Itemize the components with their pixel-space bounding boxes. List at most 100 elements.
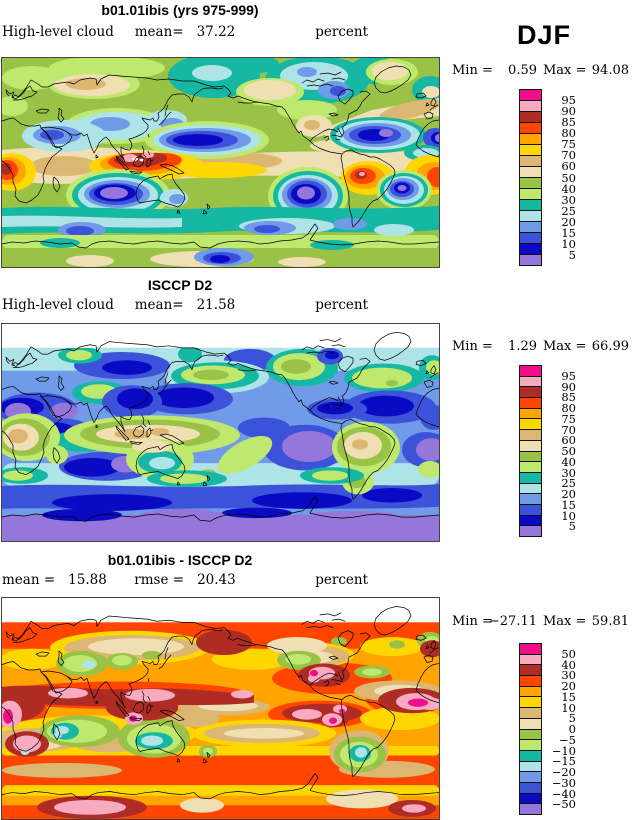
colorbar-swatch — [520, 451, 541, 463]
colorbar-level-label: 5 — [568, 711, 576, 726]
colorbar-swatches — [519, 643, 542, 815]
colorbar-swatch — [520, 178, 541, 189]
colorbar-swatch — [520, 772, 541, 783]
colorbar-level-label: 30 — [561, 465, 576, 480]
mean-value: 37.22 — [196, 24, 236, 40]
colorbar-level-label: 0 — [568, 722, 576, 736]
colorbar-swatch — [520, 718, 541, 730]
colorbar-swatch — [520, 255, 541, 265]
colorbar-swatch — [520, 440, 541, 452]
colorbar-swatch — [520, 189, 541, 200]
colorbar-level-label: −50 — [551, 797, 576, 812]
colorbar-level-label: 20 — [561, 214, 576, 229]
colorbar-level-label: 80 — [561, 401, 576, 415]
colorbar-level-label: 95 — [561, 93, 576, 108]
colorbar-level-label: 30 — [561, 192, 576, 207]
mean-label: mean= — [134, 297, 184, 313]
colorbar-swatch — [520, 233, 541, 244]
colorbar-swatch — [520, 462, 541, 473]
colorbar-swatch — [520, 145, 541, 156]
colorbar-swatch — [520, 804, 541, 814]
max-value: 66.99 — [591, 339, 629, 354]
colorbar-swatch — [520, 782, 541, 794]
colorbar-swatch — [520, 200, 541, 211]
colorbar-swatch — [520, 686, 541, 698]
min-value: 0.59 — [508, 63, 537, 78]
model-header-row: High-level cloud mean= 37.22 percent — [0, 24, 440, 41]
colorbar-level-label: 5 — [568, 247, 576, 262]
colorbar-swatches — [519, 365, 542, 537]
colorbar-level-label: 70 — [561, 148, 576, 163]
colorbar-level-label: −30 — [551, 775, 576, 790]
colorbar-swatch — [520, 665, 541, 677]
diff-minmax: Min = −27.11 Max = 59.81 — [452, 614, 633, 629]
diff-header-row: mean = 15.88 rmse = 20.43 percent — [0, 572, 440, 589]
colorbar-level-label: 85 — [561, 390, 576, 405]
colorbar-swatch — [520, 644, 541, 655]
colorbar-level-label: 60 — [561, 433, 576, 448]
obs-title: ISCCP D2 — [147, 277, 213, 293]
obs-contour-field — [2, 324, 439, 541]
diff-title: b01.01ibis - ISCCP D2 — [107, 552, 253, 568]
diff-map — [1, 597, 440, 820]
colorbar-swatch — [520, 211, 541, 222]
colorbar-swatch — [520, 472, 541, 484]
colorbar-level-label: 20 — [561, 679, 576, 693]
obs-minmax: Min = 1.29 Max = 66.99 — [452, 339, 633, 354]
colorbar-swatch — [520, 494, 541, 505]
min-label: Min = — [452, 63, 493, 78]
colorbar-swatch — [520, 654, 541, 666]
colorbar-swatch — [520, 515, 541, 527]
colorbar-level-label: 25 — [561, 203, 576, 218]
colorbar-swatch — [520, 697, 541, 709]
colorbar-level-label: 20 — [561, 487, 576, 501]
colorbar-level-label: 30 — [561, 668, 576, 683]
diff-contour-field — [2, 598, 439, 819]
colorbar-level-label: −5 — [559, 732, 576, 747]
colorbar-level-label: 85 — [561, 115, 576, 130]
min-label: Min = — [452, 614, 493, 629]
colorbar-level-label: 80 — [561, 126, 576, 141]
colorbar-labels: 95 90 85 80 75 70 60 50 40 30 25 20 15 10 5 — [544, 365, 576, 537]
max-value: 59.81 — [591, 614, 629, 629]
colorbar-level-label: 50 — [561, 646, 576, 661]
max-value: 94.08 — [591, 63, 629, 78]
colorbar-swatch — [520, 676, 541, 687]
colorbar-swatch — [520, 222, 541, 233]
colorbar-level-label: 75 — [561, 137, 576, 152]
colorbar-swatch — [520, 244, 541, 255]
units-label: percent — [315, 572, 368, 588]
colorbar-swatch — [520, 526, 541, 536]
model-map — [1, 57, 440, 268]
colorbar-level-label: 25 — [561, 476, 576, 491]
colorbar-swatch — [520, 90, 541, 101]
colorbar-swatch — [520, 483, 541, 495]
colorbar-level-label: 15 — [561, 225, 576, 240]
colorbar-swatch — [520, 504, 541, 516]
colorbar-labels: 50 40 30 20 15 10 5 0 −5 −10 −15 −20 −30 −40 −50 — [544, 643, 576, 815]
colorbar-level-label: −20 — [551, 765, 576, 779]
colorbar-swatch — [520, 101, 541, 112]
colorbar-level-label: 90 — [561, 104, 576, 119]
mean-stat: mean= 37.22 — [60, 24, 310, 40]
colorbar-level-label: 60 — [561, 159, 576, 174]
colorbar-swatch — [520, 123, 541, 134]
max-label: Max = — [543, 339, 587, 354]
season-label: DJF — [517, 20, 572, 50]
colorbar-swatch — [520, 134, 541, 145]
mean-value: 15.88 — [68, 572, 107, 588]
colorbar-level-label: −40 — [551, 786, 576, 801]
colorbar-swatch — [520, 793, 541, 805]
colorbar-level-label: 10 — [561, 700, 576, 715]
colorbar-swatch — [520, 398, 541, 409]
colorbar-swatch — [520, 366, 541, 377]
colorbar-swatch — [520, 740, 541, 751]
colorbar-labels: 95 90 85 80 75 70 60 50 40 30 25 20 15 10 5 — [544, 89, 576, 266]
max-label: Max = — [543, 63, 587, 78]
colorbar-level-label: 40 — [561, 454, 576, 469]
colorbar-level-label: 50 — [561, 170, 576, 185]
mean-stat: mean= 21.58 — [60, 297, 310, 313]
min-value: 1.29 — [508, 339, 537, 354]
units-label: percent — [315, 297, 368, 313]
